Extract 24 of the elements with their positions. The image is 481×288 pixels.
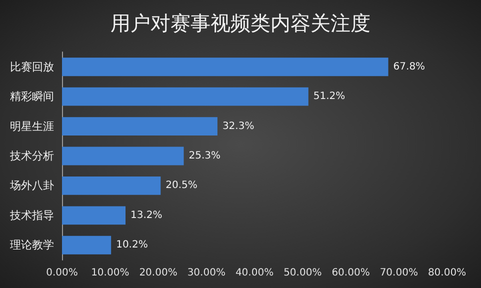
x-tick-label: 80.00% — [428, 268, 466, 278]
y-tick-label: 技术指导 — [9, 208, 54, 222]
y-tick-label: 技术分析 — [9, 150, 54, 162]
x-tick-label: 20.00% — [139, 268, 178, 278]
data-label: 67.8% — [393, 61, 426, 72]
data-label: 20.5% — [166, 180, 198, 192]
data-label: 25.3% — [188, 150, 221, 162]
data-label: 10.2% — [116, 240, 148, 251]
x-tick-label: 40.00% — [235, 268, 274, 278]
y-tick-label: 理论教学 — [10, 238, 54, 252]
x-tick-label: 70.00% — [380, 268, 418, 278]
y-tick-label: 明星生涯 — [10, 120, 54, 133]
data-label: 13.2% — [130, 210, 162, 221]
chart-title: 用户对赛事视频类内容关注度 — [110, 11, 370, 35]
data-label: 51.2% — [313, 91, 346, 102]
x-tick-label: 30.00% — [187, 268, 226, 278]
x-tick-label: 50.00% — [284, 268, 322, 278]
y-tick-label: 比赛回放 — [10, 60, 54, 74]
x-tick-label: 0.00% — [46, 268, 78, 278]
y-tick-label: 精彩瞬间 — [10, 90, 54, 104]
x-tick-label: 10.00% — [91, 268, 130, 278]
y-tick-label: 场外八卦 — [9, 179, 54, 192]
data-label: 32.3% — [222, 120, 254, 132]
x-tick-label: 60.00% — [332, 268, 370, 278]
